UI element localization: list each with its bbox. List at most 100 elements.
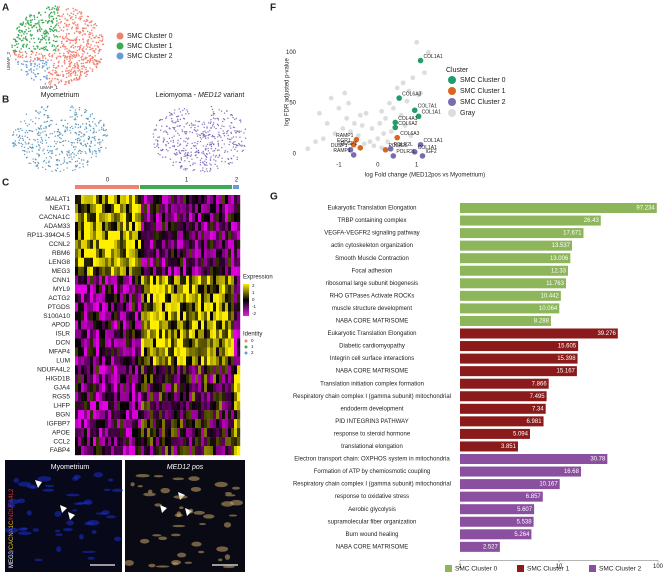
heatmap-cell — [84, 356, 87, 365]
legend-swatch — [117, 43, 124, 50]
heatmap-cell — [135, 365, 138, 374]
umap-point — [34, 18, 36, 20]
heatmap-cell — [162, 401, 165, 410]
heatmap-cell — [93, 240, 96, 249]
umap-point — [205, 135, 206, 136]
umap-point — [27, 137, 28, 138]
nucleus — [18, 528, 27, 531]
heatmap-cell — [108, 365, 111, 374]
umap-point — [18, 137, 19, 138]
umap-point — [48, 39, 50, 41]
heatmap-cell — [198, 240, 201, 249]
heatmap-cell — [159, 294, 162, 303]
heatmap-cell — [204, 329, 207, 338]
heatmap-cell — [222, 419, 225, 428]
value-label: 5.094 — [513, 431, 529, 437]
heatmap-cell — [144, 294, 147, 303]
legend-label: SMC Cluster 0 — [127, 33, 173, 40]
heatmap-cell — [192, 365, 195, 374]
heatmap-cell — [174, 249, 177, 258]
category-label: ribosomal large subunit biogenesis — [326, 281, 418, 287]
umap-point — [54, 45, 56, 47]
umap-point — [29, 41, 31, 43]
umap-point — [235, 136, 236, 137]
umap-point — [219, 109, 220, 110]
value-label: 97.234 — [636, 206, 655, 212]
heatmap-cell — [231, 231, 234, 240]
umap-point — [75, 117, 76, 118]
umap-point — [22, 144, 23, 145]
heatmap-cell — [186, 258, 189, 267]
umap-point — [54, 53, 56, 55]
umap-point — [55, 70, 57, 72]
heatmap-cell — [165, 428, 168, 437]
umap-point — [230, 127, 231, 128]
umap-point — [222, 130, 223, 131]
umap-point — [66, 127, 67, 128]
heatmap-cell — [219, 374, 222, 383]
heatmap-cell — [159, 365, 162, 374]
heatmap-cell — [117, 401, 120, 410]
umap-point — [154, 129, 155, 130]
heatmap-cell — [126, 285, 129, 294]
heatmap-cell — [117, 356, 120, 365]
heatmap-cell — [114, 258, 117, 267]
bar — [460, 216, 601, 226]
umap-point — [239, 136, 240, 137]
umap-point — [227, 151, 228, 152]
heatmap-cell — [105, 312, 108, 321]
umap-point — [192, 162, 193, 163]
umap-point — [30, 59, 32, 61]
heatmap-cell — [84, 392, 87, 401]
umap-point — [87, 20, 89, 22]
umap-point — [218, 149, 219, 150]
heatmap-cell — [213, 240, 216, 249]
umap-point — [92, 35, 94, 37]
heatmap-cell — [228, 294, 231, 303]
heatmap-cell — [201, 419, 204, 428]
heatmap-cell — [156, 222, 159, 231]
umap-point — [76, 112, 77, 113]
umap-point — [192, 164, 193, 165]
heatmap-cell — [219, 258, 222, 267]
umap-point — [38, 144, 39, 145]
umap-point — [74, 149, 75, 150]
heatmap-cell — [132, 410, 135, 419]
heatmap-cell — [132, 321, 135, 330]
heatmap-cell — [228, 365, 231, 374]
heatmap-cell — [237, 222, 240, 231]
heatmap-cell — [147, 222, 150, 231]
nucleus — [72, 509, 77, 511]
heatmap-cell — [135, 356, 138, 365]
heatmap-cell — [165, 195, 168, 204]
heatmap-cell — [156, 267, 159, 276]
heatmap-cell — [84, 347, 87, 356]
heatmap-cell — [213, 222, 216, 231]
umap-point — [60, 164, 61, 165]
heatmap-cell — [114, 446, 117, 455]
heatmap-cell — [189, 231, 192, 240]
umap-point — [26, 157, 27, 158]
umap-point — [23, 21, 25, 23]
umap-point — [38, 118, 39, 119]
heatmap-cell — [234, 329, 237, 338]
umap-point — [52, 22, 54, 24]
umap-point — [203, 122, 204, 123]
heatmap-cell — [141, 249, 144, 258]
heatmap-cell — [225, 338, 228, 347]
heatmap-cell — [141, 195, 144, 204]
umap-point — [34, 63, 36, 65]
umap-point — [55, 169, 56, 170]
heatmap-cell — [189, 222, 192, 231]
umap-point — [50, 133, 51, 134]
umap-point — [79, 163, 80, 164]
umap-point — [76, 55, 78, 57]
heatmap-cell — [177, 303, 180, 312]
nucleus — [7, 503, 15, 508]
heatmap-cell — [210, 374, 213, 383]
heatmap-cell — [75, 428, 78, 437]
heatmap-cell — [213, 329, 216, 338]
category-label: NABA CORE MATRISOME — [336, 319, 409, 325]
nucleus — [63, 528, 73, 531]
nucleus — [221, 501, 234, 507]
